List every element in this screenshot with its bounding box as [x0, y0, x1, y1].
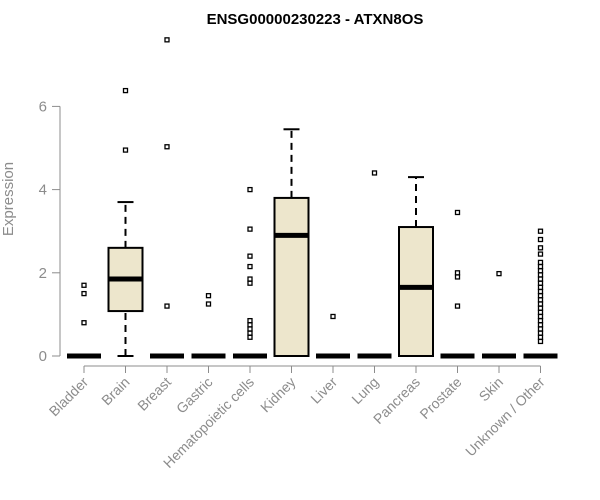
- x-tick-label: Prostate: [416, 374, 464, 422]
- outlier-point: [205, 301, 212, 307]
- outlier-point: [537, 322, 544, 328]
- y-tick-label: 0: [39, 348, 47, 365]
- outlier-point: [454, 274, 461, 280]
- box-lung: [357, 170, 392, 359]
- outlier-point: [537, 334, 544, 340]
- outlier-point: [537, 272, 544, 278]
- outlier-point: [247, 226, 253, 232]
- outlier-point: [537, 305, 544, 311]
- box-kidney: [273, 128, 310, 357]
- outlier-point: [247, 334, 253, 340]
- outlier-point: [122, 87, 129, 94]
- outlier-point: [537, 276, 544, 282]
- box-rect: [273, 196, 310, 357]
- outlier-point: [164, 144, 170, 150]
- box-rect: [398, 226, 434, 357]
- box-unknown-other: [523, 228, 558, 359]
- x-tick-label: Unknown / Other: [462, 374, 548, 460]
- outlier-point: [81, 290, 87, 297]
- box-liver: [316, 313, 350, 359]
- outlier-point: [247, 330, 253, 336]
- outlier-point: [247, 276, 253, 282]
- outlier-point: [247, 280, 253, 286]
- outlier-point: [537, 280, 544, 286]
- outlier-point: [122, 147, 129, 153]
- y-axis: 0 2 4 6: [39, 98, 61, 365]
- x-tick-label: Skin: [476, 374, 507, 405]
- x-tick-label: Brain: [98, 374, 132, 408]
- outlier-point: [537, 313, 544, 320]
- y-tick-label: 6: [39, 98, 47, 115]
- outlier-point: [454, 209, 461, 216]
- outlier-point: [537, 284, 544, 291]
- outlier-point: [164, 303, 170, 309]
- outlier-point: [537, 297, 544, 303]
- outlier-point: [81, 282, 87, 288]
- outlier-point: [247, 263, 253, 270]
- outlier-point: [537, 330, 544, 336]
- box-brain: [107, 87, 144, 357]
- outlier-point: [537, 236, 544, 243]
- outlier-point: [247, 322, 253, 328]
- outlier-point: [537, 338, 544, 345]
- outlier-point: [537, 259, 544, 266]
- outlier-point: [454, 270, 461, 276]
- box-pancreas: [398, 176, 434, 357]
- x-tick-label: Lung: [348, 374, 381, 407]
- outlier-point: [537, 288, 544, 295]
- x-tick-label: Breast: [134, 374, 174, 414]
- x-tick-label: Kidney: [257, 374, 299, 416]
- outlier-point: [247, 317, 253, 324]
- outlier-point: [537, 245, 544, 251]
- box-prostate: [440, 209, 475, 359]
- outlier-point: [537, 301, 544, 307]
- box-bladder: [67, 282, 101, 359]
- outlier-point: [537, 309, 544, 315]
- outlier-point: [537, 263, 544, 270]
- outlier-point: [537, 228, 544, 234]
- box-skin: [482, 270, 516, 359]
- x-tick-label: Liver: [307, 374, 340, 407]
- outlier-point: [537, 268, 544, 274]
- outlier-point: [537, 293, 544, 299]
- outlier-point: [247, 326, 253, 332]
- outlier-point: [496, 270, 502, 277]
- y-tick-label: 4: [39, 182, 47, 199]
- x-tick-label: Bladder: [46, 374, 92, 420]
- box-gastric: [191, 293, 226, 359]
- boxes-group: [67, 37, 558, 359]
- y-axis-label: Expression: [0, 162, 17, 236]
- outlier-point: [537, 317, 544, 324]
- chart-title: ENSG00000230223 - ATXN8OS: [207, 11, 424, 28]
- box-hematopoietic-cells: [233, 186, 267, 359]
- outlier-point: [371, 170, 378, 176]
- outlier-point: [81, 320, 87, 326]
- outlier-point: [330, 313, 336, 320]
- box-breast: [150, 37, 184, 359]
- outlier-point: [205, 293, 212, 299]
- outlier-point: [454, 303, 461, 309]
- outlier-point: [537, 326, 544, 332]
- outlier-point: [247, 186, 253, 193]
- outlier-point: [537, 251, 544, 257]
- outlier-point: [164, 37, 170, 43]
- outlier-point: [247, 253, 253, 259]
- y-tick-label: 2: [39, 265, 47, 282]
